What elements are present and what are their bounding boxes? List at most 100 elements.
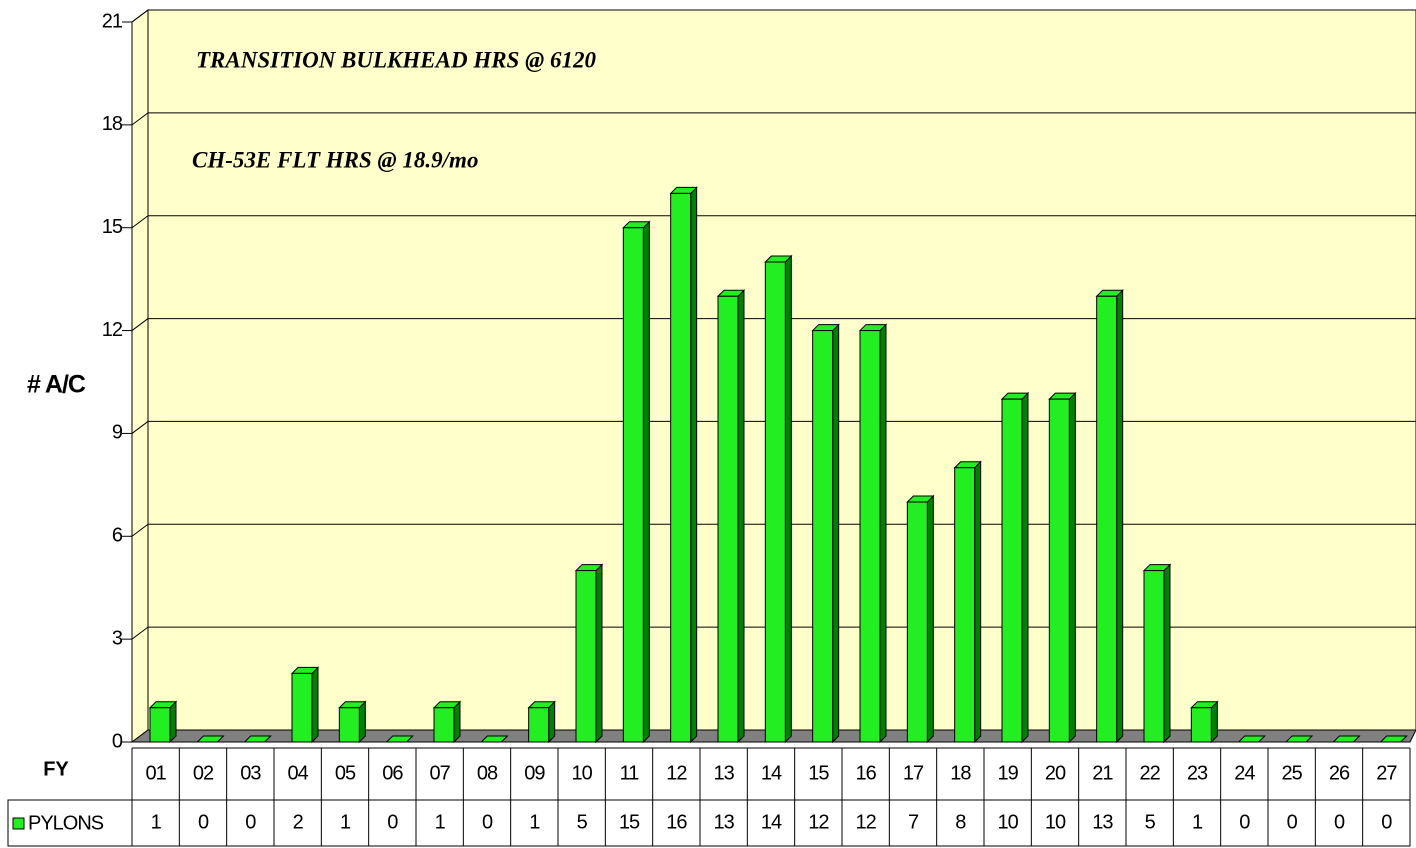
bar-side bbox=[974, 460, 982, 744]
table-value: 0 bbox=[387, 811, 398, 833]
table-value: 0 bbox=[1287, 811, 1298, 833]
bar-top bbox=[1332, 735, 1361, 743]
side-wall bbox=[131, 9, 149, 743]
x-tick-label: 03 bbox=[240, 762, 261, 784]
table-value: 5 bbox=[577, 811, 588, 833]
x-tick-label: 08 bbox=[477, 762, 498, 784]
x-axis-label: FY bbox=[43, 758, 69, 780]
x-tick-label: 13 bbox=[714, 762, 735, 784]
table-value: 0 bbox=[1239, 811, 1250, 833]
bar-side bbox=[169, 700, 177, 744]
x-tick-label: 14 bbox=[761, 762, 782, 784]
bar bbox=[859, 330, 881, 743]
bar bbox=[433, 707, 455, 743]
table-value: 14 bbox=[761, 811, 782, 833]
table-value: 10 bbox=[998, 811, 1019, 833]
table-value: 12 bbox=[856, 811, 877, 833]
grid-line bbox=[131, 215, 149, 229]
table-value: 10 bbox=[1045, 811, 1066, 833]
bar-side bbox=[1021, 391, 1029, 744]
x-tick-label: 16 bbox=[856, 762, 877, 784]
x-tick-label: 07 bbox=[430, 762, 451, 784]
table-value: 12 bbox=[808, 811, 829, 833]
bar-top bbox=[196, 735, 225, 743]
bar-top bbox=[1237, 735, 1266, 743]
table-value: 2 bbox=[293, 811, 304, 833]
x-tick-label: 24 bbox=[1234, 762, 1255, 784]
x-tick-label: 20 bbox=[1045, 762, 1066, 784]
grid-line bbox=[131, 112, 149, 126]
x-tick-label: 27 bbox=[1376, 762, 1397, 784]
table-value: 16 bbox=[666, 811, 687, 833]
x-tick-label: 01 bbox=[146, 762, 167, 784]
bar-top bbox=[1284, 735, 1314, 743]
table-value: 13 bbox=[1092, 811, 1113, 833]
x-tick-label: 15 bbox=[808, 762, 829, 784]
x-tick-label: 18 bbox=[950, 762, 971, 784]
table-value: 1 bbox=[151, 811, 162, 833]
bar-side bbox=[1210, 700, 1218, 744]
bar-side bbox=[690, 186, 698, 744]
x-tick-label: 12 bbox=[666, 762, 687, 784]
bar-side bbox=[737, 289, 745, 744]
bar-top bbox=[243, 735, 272, 743]
y-tick-label: 0 bbox=[112, 730, 123, 752]
table-value: 1 bbox=[529, 811, 540, 833]
bar bbox=[670, 192, 692, 743]
y-axis-label: # A/C bbox=[27, 371, 86, 399]
grid-line bbox=[131, 318, 149, 331]
bar bbox=[291, 672, 313, 743]
grid-line bbox=[131, 9, 149, 23]
x-tick-label: 26 bbox=[1329, 762, 1350, 784]
x-tick-label: 09 bbox=[524, 762, 545, 784]
grid-line bbox=[131, 421, 149, 434]
x-tick-label: 02 bbox=[193, 762, 214, 784]
bar-top bbox=[1379, 735, 1408, 743]
bar-top bbox=[385, 735, 414, 743]
bar-side bbox=[311, 666, 319, 744]
bar-side bbox=[1068, 391, 1076, 744]
bar-side bbox=[1163, 563, 1171, 744]
bar bbox=[1190, 707, 1212, 743]
table-value: 0 bbox=[1334, 811, 1345, 833]
table-value: 7 bbox=[908, 811, 919, 833]
bar bbox=[1096, 295, 1118, 743]
legend-label: PYLONS bbox=[28, 812, 104, 834]
bar bbox=[764, 261, 786, 743]
y-tick-label: 6 bbox=[112, 525, 123, 547]
bar bbox=[575, 570, 597, 743]
bar-side bbox=[548, 700, 556, 744]
table-value: 15 bbox=[619, 811, 640, 833]
table-value: 0 bbox=[198, 811, 209, 833]
x-tick-label: 11 bbox=[620, 762, 640, 784]
y-tick-label: 9 bbox=[112, 422, 123, 444]
table-value: 0 bbox=[482, 811, 493, 833]
annotation: TRANSITION BULKHEAD HRS @ 6120 bbox=[196, 47, 596, 72]
x-tick-label: 04 bbox=[288, 762, 309, 784]
bar-side bbox=[358, 700, 366, 744]
table-value: 13 bbox=[714, 811, 735, 833]
bar bbox=[717, 295, 739, 743]
grid-line bbox=[131, 626, 149, 640]
bar bbox=[954, 467, 976, 743]
x-tick-label: 25 bbox=[1282, 762, 1303, 784]
table-value: 0 bbox=[245, 811, 256, 833]
bar-side bbox=[784, 254, 792, 744]
bar bbox=[622, 227, 644, 743]
x-tick-label: 05 bbox=[335, 762, 356, 784]
bar bbox=[528, 707, 550, 743]
x-tick-label: 10 bbox=[572, 762, 593, 784]
grid-line bbox=[131, 523, 149, 537]
table-value: 1 bbox=[340, 811, 351, 833]
bar-top bbox=[480, 735, 509, 743]
x-tick-label: 06 bbox=[382, 762, 403, 784]
bar bbox=[1048, 398, 1070, 743]
bar bbox=[149, 707, 171, 743]
bar-side bbox=[879, 323, 887, 744]
table-value: 8 bbox=[955, 811, 966, 833]
annotation: CH-53E FLT HRS @ 18.9/mo bbox=[192, 147, 478, 172]
bar bbox=[1001, 398, 1023, 743]
bar bbox=[906, 501, 928, 743]
table-value: 5 bbox=[1145, 811, 1156, 833]
